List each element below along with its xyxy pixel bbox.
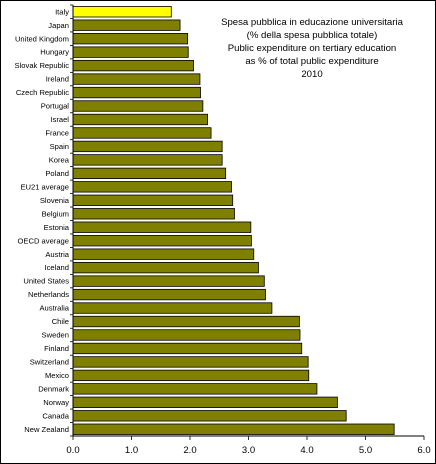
bar-poland	[72, 167, 227, 180]
bar-estonia	[72, 221, 252, 233]
x-tick-label: 5.0	[359, 445, 372, 456]
bar-united-states	[72, 275, 265, 287]
bar-israel	[72, 113, 208, 126]
category-label: United Kingdom	[15, 34, 69, 43]
category-label: Sweden	[42, 331, 69, 340]
bar-iceland	[72, 261, 259, 274]
title-line: (% della spesa pubblica totale)	[247, 30, 378, 41]
category-label: Netherlands	[28, 290, 69, 299]
bar-italy	[72, 6, 172, 18]
bar-united-kingdom	[72, 33, 189, 45]
category-label: Israel	[50, 115, 69, 124]
bar-france	[72, 127, 212, 139]
category-label: OECD average	[18, 236, 70, 245]
category-label: Hungary	[40, 48, 69, 57]
category-labels: Italy Japan United Kingdom Hungary Slovak Re…	[15, 7, 70, 434]
bar-new-zealand	[72, 423, 395, 435]
x-tick-label: 0.0	[66, 445, 79, 456]
x-tick-label: 3.0	[242, 445, 255, 456]
category-label: Chile	[52, 317, 69, 326]
title-line: 2010	[301, 69, 322, 80]
bar-netherlands	[72, 288, 266, 301]
chart-title: Spesa pubblica in educazione universitar…	[221, 17, 404, 80]
bar-sweden	[72, 329, 301, 341]
bar-slovenia	[72, 194, 234, 206]
category-label: Japan	[48, 21, 69, 30]
title-line: Spesa pubblica in educazione universitar…	[221, 17, 404, 28]
category-label: Estonia	[44, 223, 70, 232]
category-label: Slovak Republic	[15, 61, 70, 70]
bar-ireland	[72, 73, 201, 85]
x-tick-label: 2.0	[183, 445, 196, 456]
bar-canada	[72, 410, 347, 422]
title-line: as % of total public expenditure	[245, 56, 378, 67]
category-label: Finland	[44, 344, 69, 353]
x-tick-label: 6.0	[417, 445, 430, 456]
category-label: Norway	[43, 398, 69, 407]
bar-denmark	[72, 383, 318, 395]
category-label: Ireland	[46, 75, 69, 84]
category-label: Slovenia	[40, 196, 70, 205]
bar-korea	[72, 154, 223, 166]
title-line: Public expenditure on tertiary education	[228, 43, 397, 54]
x-tick-label: 1.0	[125, 445, 138, 456]
category-label: Switzerland	[30, 358, 69, 367]
category-label: Korea	[49, 155, 70, 164]
bar-slovak-republic	[72, 59, 194, 72]
bar-oecd-average	[72, 235, 252, 247]
bar-portugal	[72, 100, 204, 112]
bar-austria	[72, 248, 255, 260]
category-label: Spain	[50, 142, 69, 151]
category-label: Portugal	[41, 102, 70, 111]
bar-australia	[72, 302, 273, 314]
category-label: New Zealand	[24, 425, 69, 434]
bars	[72, 6, 395, 435]
bar-czech-republic	[72, 86, 201, 99]
category-label: United States	[23, 277, 69, 286]
x-tick-label: 4.0	[300, 445, 313, 456]
category-label: EU21 average	[20, 182, 69, 191]
bar-switzerland	[72, 356, 309, 368]
category-label: Denmark	[38, 384, 69, 393]
category-label: Canada	[42, 411, 69, 420]
bar-finland	[72, 342, 303, 355]
bar-norway	[72, 396, 338, 408]
bar-hungary	[72, 46, 189, 58]
bar-mexico	[72, 369, 310, 382]
category-label: Australia	[39, 304, 69, 313]
bar-belgium	[72, 208, 235, 220]
bar-japan	[72, 19, 181, 31]
axes: 0.0 1.0 2.0 3.0 4.0 5.0 6.0	[66, 4, 431, 456]
category-label: Belgium	[42, 209, 69, 218]
category-label: Czech Republic	[16, 88, 69, 97]
category-label: France	[45, 129, 69, 138]
category-label: Mexico	[45, 371, 69, 380]
category-label: Iceland	[45, 263, 70, 272]
bar-spain	[72, 140, 223, 153]
category-label: Austria	[45, 250, 69, 259]
bar-chile	[72, 315, 300, 328]
bar-eu21-average	[72, 181, 232, 193]
category-label: Italy	[55, 7, 69, 16]
category-label: Poland	[45, 169, 69, 178]
